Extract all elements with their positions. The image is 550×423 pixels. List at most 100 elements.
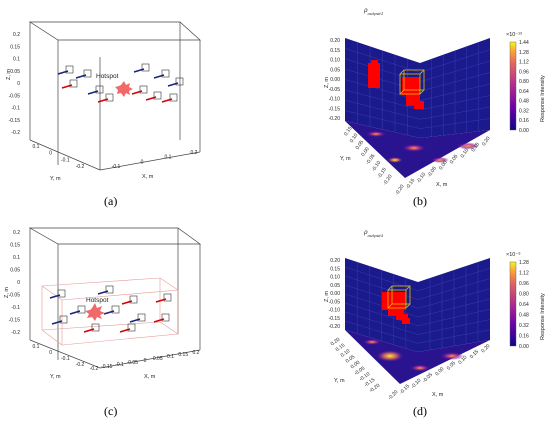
hotspot-label: Hotspot: [96, 73, 119, 80]
z-tick-label: -0.10: [329, 308, 341, 314]
grid-line: [419, 95, 491, 111]
z-tick-label: -0.15: [9, 118, 21, 124]
z-tick-label: -0.15: [329, 106, 341, 112]
colorbar-tick-label: 0.80: [519, 79, 529, 85]
y-tick-label: -0.15: [376, 167, 388, 180]
grid-line: [344, 266, 419, 291]
x-tick-label: 0.15: [469, 349, 480, 360]
z-tick-label: -0.2: [11, 330, 20, 336]
z-tick-label: -0.15: [329, 316, 341, 322]
x-tick-label: 0.15: [178, 352, 188, 358]
colorbar-tick-label: 0.80: [519, 292, 529, 298]
sensor-red: [97, 93, 114, 103]
y-tick-label: 0.00: [350, 360, 362, 371]
colorbar: ×10⁻⁹ 1.28 1.12 0.96 0.80 0.64 0.48 0.32 0.16 0.…: [506, 251, 546, 350]
x-tick-label: -0.15: [399, 383, 411, 395]
y-axis-label: Y, m: [50, 374, 61, 380]
x-tick-label: -0.1: [112, 164, 121, 170]
sensor-red: [83, 323, 100, 333]
z-tick-label: 0.15: [330, 266, 340, 272]
x-axis-ticks: -0.20 -0.15 -0.10 -0.050.000.050.100.150.20: [394, 136, 492, 197]
x-tick-label: 0: [141, 159, 144, 165]
colorbar-tick-label: 0.00: [519, 344, 529, 350]
grid-line: [344, 320, 419, 344]
caption-a: (a): [104, 194, 117, 208]
z-tick-label: -0.05: [329, 87, 341, 93]
z-tick-label: -0.05: [329, 299, 341, 305]
left-wall: [344, 38, 421, 138]
z-tick-label: 0.1: [13, 255, 20, 261]
y-tick-label: -0.2: [76, 164, 85, 170]
sensor-red: [119, 323, 136, 333]
x-tick-label: 0: [144, 358, 147, 364]
domain-box: [41, 277, 179, 346]
x-tick-label: 0.2: [191, 150, 198, 156]
grid-line: [419, 49, 491, 73]
colorbar-tick-label: 0.64: [519, 302, 529, 308]
z-axis-ticks: 0.2 0.15 0.1 0.05 0 -0.05 -0.1 -0.15 -0.2: [9, 230, 21, 336]
colorbar-tick-label: 0.32: [519, 108, 529, 114]
grid-line: [419, 83, 491, 101]
z-tick-label: 0.10: [330, 275, 340, 281]
z-tick-label: 0.05: [10, 268, 20, 274]
bounding-box: [28, 21, 201, 171]
z-tick-label: 0.2: [13, 32, 20, 38]
sensor-blue: [49, 289, 66, 299]
z-tick-label: -0.15: [9, 318, 21, 324]
y-tick-label: 0.20: [330, 337, 342, 348]
sensor-blue: [103, 305, 120, 315]
z-tick-label: 0.00: [330, 77, 340, 83]
x-tick-label: 0.05: [153, 356, 163, 362]
y-axis-label: Y, m: [340, 156, 351, 162]
sensor-array: [49, 285, 172, 333]
grid-line: [417, 309, 491, 326]
x-tick-label: -0.15: [101, 364, 113, 370]
x-tick-label: -0.20: [387, 389, 399, 401]
x-tick-label: -0.05: [426, 166, 438, 179]
x-tick-label: 0.1: [165, 155, 172, 161]
grid-line: [419, 118, 491, 129]
y-tick-label: 0.1: [33, 144, 40, 150]
z-axis-label: Z, m: [324, 77, 330, 88]
z-tick-label: 0.05: [10, 69, 20, 75]
y-tick-label: 0.05: [345, 354, 357, 365]
x-tick-label: -0.1: [115, 362, 124, 368]
colorbar-tick-label: 0.64: [519, 89, 529, 95]
x-tick-label: -0.2: [90, 366, 99, 372]
sensor-blue: [167, 77, 184, 87]
response-voxels: [382, 285, 411, 324]
y-axis-ticks: 0.1 0 -0.1 -0.2: [33, 144, 85, 170]
floor-heatmap: [345, 330, 490, 384]
colorbar-tick-label: 0.32: [519, 323, 529, 329]
sensor-blue: [75, 69, 92, 79]
grid-line: [417, 319, 491, 335]
grid-line: [417, 268, 491, 291]
y-tick-label: -0.05: [353, 365, 366, 377]
back-wall: [419, 38, 491, 138]
svg-text:Response Intensity: Response Intensity: [540, 75, 546, 122]
hotspot-marker: [85, 303, 105, 321]
panel-b: ρoutput1: [324, 7, 546, 196]
z-tick-label: -0.05: [9, 93, 21, 99]
x-tick-label: -0.05: [422, 372, 434, 384]
colorbar-tick-label: 0.48: [519, 99, 529, 105]
colorbar-tick-label: 1.28: [519, 260, 529, 266]
y-tick-label: 0.15: [343, 126, 354, 138]
panel-a: 0.2 0.15 0.1 0.05 0 -0.05 -0.1 -0.15 -0.2 Z, m 0…: [6, 21, 201, 182]
x-tick-label: 0.05: [449, 154, 460, 166]
sensor-blue: [87, 85, 104, 95]
x-tick-label: 0.10: [460, 148, 471, 160]
floor-heatmap: [345, 121, 490, 178]
z-tick-label: -0.1: [11, 106, 20, 112]
x-tick-label: -0.20: [394, 184, 406, 197]
sensor-red: [121, 295, 138, 305]
sensor-red: [131, 85, 148, 95]
hotspot-marker: [115, 81, 133, 97]
sensor-red: [155, 293, 172, 303]
sensor-blue: [57, 65, 74, 75]
z-axis-label: Z, m: [4, 287, 10, 298]
sensor-blue: [133, 63, 150, 73]
z-tick-label: -0.2: [11, 130, 20, 136]
y-tick-label: -0.2: [76, 362, 85, 368]
z-tick-label: 0: [17, 81, 20, 87]
